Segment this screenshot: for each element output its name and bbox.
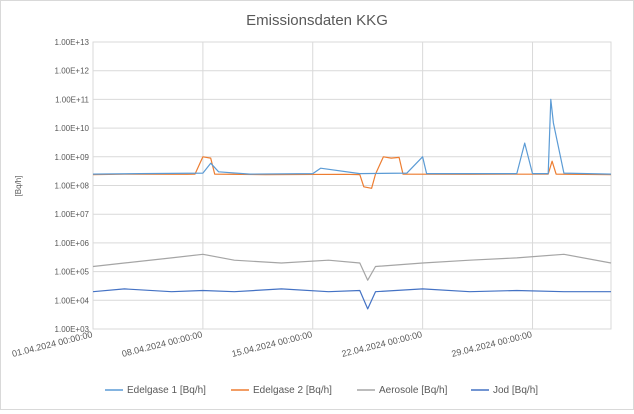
x-tick-label: 22.04.2024 00:00:00 <box>341 329 424 359</box>
y-tick-label: 1.00E+09 <box>55 153 90 162</box>
y-tick-label: 1.00E+11 <box>55 95 89 104</box>
legend-label: Edelgase 2 [Bq/h] <box>253 385 332 396</box>
series-line-3 <box>92 288 611 310</box>
y-tick-label: 1.00E+12 <box>55 67 90 76</box>
y-tick-labels: 1.00E+03 1.00E+04 1.00E+05 1.00E+06 1.00E+07… <box>55 38 90 334</box>
x-tick-labels: 01.04.2024 00:00:00 08.04.2024 00:00:00 15… <box>11 329 533 359</box>
legend-label: Edelgase 1 [Bq/h] <box>127 385 206 396</box>
x-tick-label: 08.04.2024 00:00:00 <box>121 329 204 359</box>
y-tick-label: 1.00E+10 <box>55 124 90 133</box>
y-tick-label: 1.00E+04 <box>55 296 90 305</box>
grid <box>92 41 612 330</box>
y-tick-label: 1.00E+03 <box>55 325 90 334</box>
series-layer <box>92 98 612 310</box>
y-tick-label: 1.00E+05 <box>55 268 90 277</box>
chart-title: Emissionsdaten KKG <box>246 12 388 29</box>
x-tick-label: 01.04.2024 00:00:00 <box>11 329 94 359</box>
plot-area <box>92 41 612 330</box>
series-line-2 <box>92 253 612 281</box>
y-tick-label: 1.00E+07 <box>55 210 90 219</box>
series-line-0 <box>92 98 612 175</box>
y-axis-label: [Bq/h] <box>14 176 23 197</box>
legend-label: Jod [Bq/h] <box>493 385 538 396</box>
x-tick-label: 29.04.2024 00:00:00 <box>450 329 533 359</box>
x-tick-label: 15.04.2024 00:00:00 <box>231 329 314 359</box>
legend-label: Aerosole [Bq/h] <box>379 385 448 396</box>
y-tick-label: 1.00E+08 <box>55 182 90 191</box>
y-tick-label: 1.00E+13 <box>55 38 90 47</box>
legend: Edelgase 1 [Bq/h] Edelgase 2 [Bq/h] Aeroso… <box>105 385 538 396</box>
y-tick-label: 1.00E+06 <box>55 239 90 248</box>
